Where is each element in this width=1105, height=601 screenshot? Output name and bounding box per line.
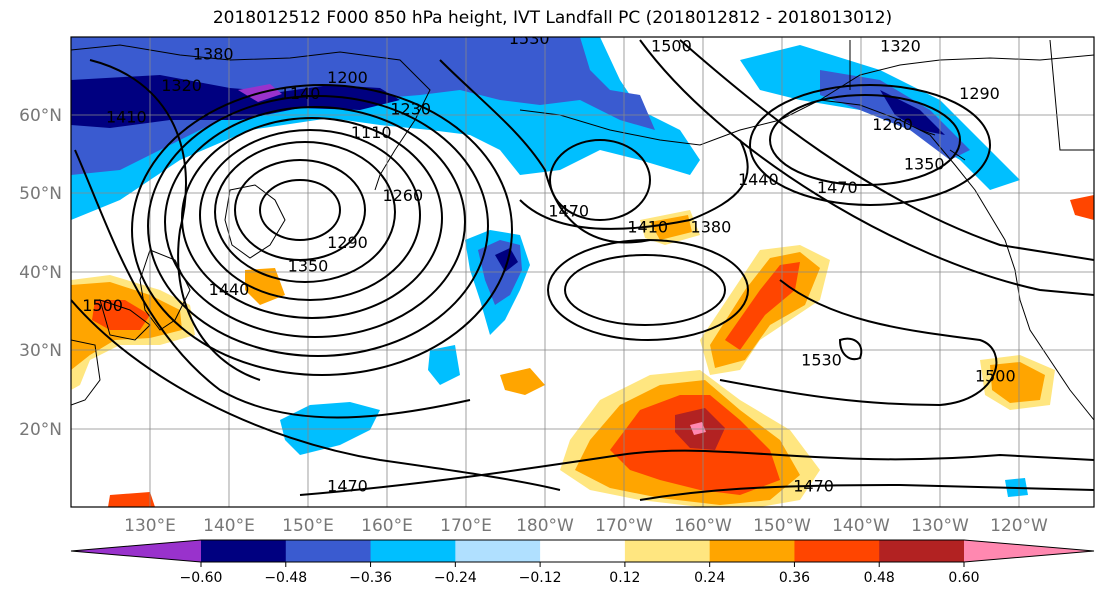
contour-label: 1350	[288, 257, 329, 276]
contour-label: 1350	[904, 154, 945, 173]
contour-label: 1410	[627, 217, 668, 236]
colorbar-tick-label: −0.48	[264, 570, 307, 586]
colorbar-extend-high	[964, 540, 1094, 562]
lon-label-170e: 170°E	[440, 516, 492, 536]
colorbar-segment	[455, 540, 541, 562]
height-contours	[71, 39, 1094, 501]
colorbar-tick-label: −0.12	[519, 570, 562, 586]
contour-label: 1470	[793, 476, 834, 495]
contour-label: 1260	[382, 186, 423, 205]
colorbar-ticks: −0.60 −0.48 −0.36 −0.24 −0.12 0.12 0.24 0.36 0.4…	[180, 562, 980, 586]
lon-label-170w: 170°W	[595, 516, 653, 536]
contour-label: 1470	[548, 202, 589, 221]
colorbar-segments	[70, 539, 1095, 563]
colorbar-segment	[709, 540, 795, 562]
contour-label: 1530	[509, 29, 550, 48]
contour-label-bg	[707, 0, 747, 16]
contour-label: 1470	[327, 476, 368, 495]
lon-label-180w: 180°W	[516, 516, 574, 536]
contour-label: 1290	[959, 84, 1000, 103]
lon-label-130e: 130°E	[124, 516, 176, 536]
map-frame	[70, 36, 1095, 508]
contour-label: 1410	[106, 107, 147, 126]
contour-label: 1380	[991, 5, 1032, 24]
colorbar-extend-low	[71, 540, 201, 562]
contour-label: 1230	[390, 100, 431, 119]
colorbar: −0.60 −0.48 −0.36 −0.24 −0.12 0.12 0.24 0.36 0.4…	[70, 539, 1095, 586]
colorbar-segment	[540, 540, 626, 562]
colorbar-tick-label: 0.60	[948, 570, 979, 586]
colorbar-tick-label: 0.12	[609, 570, 640, 586]
lon-label-150w: 150°W	[753, 516, 811, 536]
contour-label: 1530	[801, 351, 842, 370]
lon-label-140w: 140°W	[832, 516, 890, 536]
lon-label-150e: 150°E	[282, 516, 334, 536]
positive-ivt-shading	[71, 195, 1094, 507]
lon-label-160e: 160°E	[361, 516, 413, 536]
contour-label: 1140	[280, 84, 321, 103]
contour-label: 1290	[327, 233, 368, 252]
colorbar-segment	[201, 540, 287, 562]
lon-label-130w: 130°W	[911, 516, 969, 536]
colorbar-segment	[879, 540, 965, 562]
contour-label: 1440	[209, 280, 250, 299]
lat-label-30: 30°N	[19, 341, 62, 361]
contour-label: 1110	[351, 123, 392, 142]
contour-label-bg	[991, 7, 1031, 24]
contour-label: 1500	[59, 0, 100, 9]
colorbar-tick-label: −0.60	[180, 570, 223, 586]
contour-label: 1320	[880, 37, 921, 56]
longitude-labels: 130°E 140°E 150°E 160°E 170°E 180°W 170°…	[124, 516, 1048, 536]
colorbar-tick-label: 0.36	[779, 570, 810, 586]
map-plot-area: 1500 1380 1320 1410 1140 1200 1230 1110 1260 1290…	[59, 0, 1094, 507]
contour-label: 1470	[817, 178, 858, 197]
colorbar-segment	[285, 540, 372, 562]
lon-label-160w: 160°W	[674, 516, 732, 536]
contour-label: 1500	[651, 37, 692, 56]
contour-label: 1500	[975, 366, 1016, 385]
colorbar-tick-label: 0.48	[864, 570, 895, 586]
latitude-labels: 60°N 50°N 40°N 30°N 20°N	[19, 106, 62, 440]
lat-label-20: 20°N	[19, 420, 62, 440]
map-title: 2018012512 F000 850 hPa height, IVT Land…	[212, 8, 893, 28]
colorbar-tick-label: −0.36	[349, 570, 392, 586]
contour-label: 1320	[161, 76, 202, 95]
lat-label-60: 60°N	[19, 106, 62, 126]
contour-label: 1440	[706, 0, 747, 16]
colorbar-segment	[370, 540, 456, 562]
contour-label: 1500	[82, 296, 123, 315]
contour-label: 1440	[738, 170, 779, 189]
lat-label-50: 50°N	[19, 184, 62, 204]
contour-label: 1380	[691, 217, 732, 236]
contour-label: 1380	[193, 45, 234, 64]
graticule	[71, 37, 1094, 507]
colorbar-segment	[794, 540, 880, 562]
contour-labels: 1500 1380 1320 1410 1140 1200 1230 1110 1260 1290…	[59, 0, 1032, 495]
contour-label-bg	[59, 0, 99, 9]
colorbar-tick-label: −0.24	[434, 570, 477, 586]
lon-label-140e: 140°E	[203, 516, 255, 536]
contour-label: 1260	[872, 115, 913, 134]
lon-label-120w: 120°W	[990, 516, 1048, 536]
negative-ivt-shading	[71, 37, 1028, 497]
contour-label: 1200	[327, 68, 368, 87]
colorbar-tick-label: 0.24	[694, 570, 725, 586]
colorbar-segment	[624, 540, 711, 562]
lat-label-40: 40°N	[19, 263, 62, 283]
